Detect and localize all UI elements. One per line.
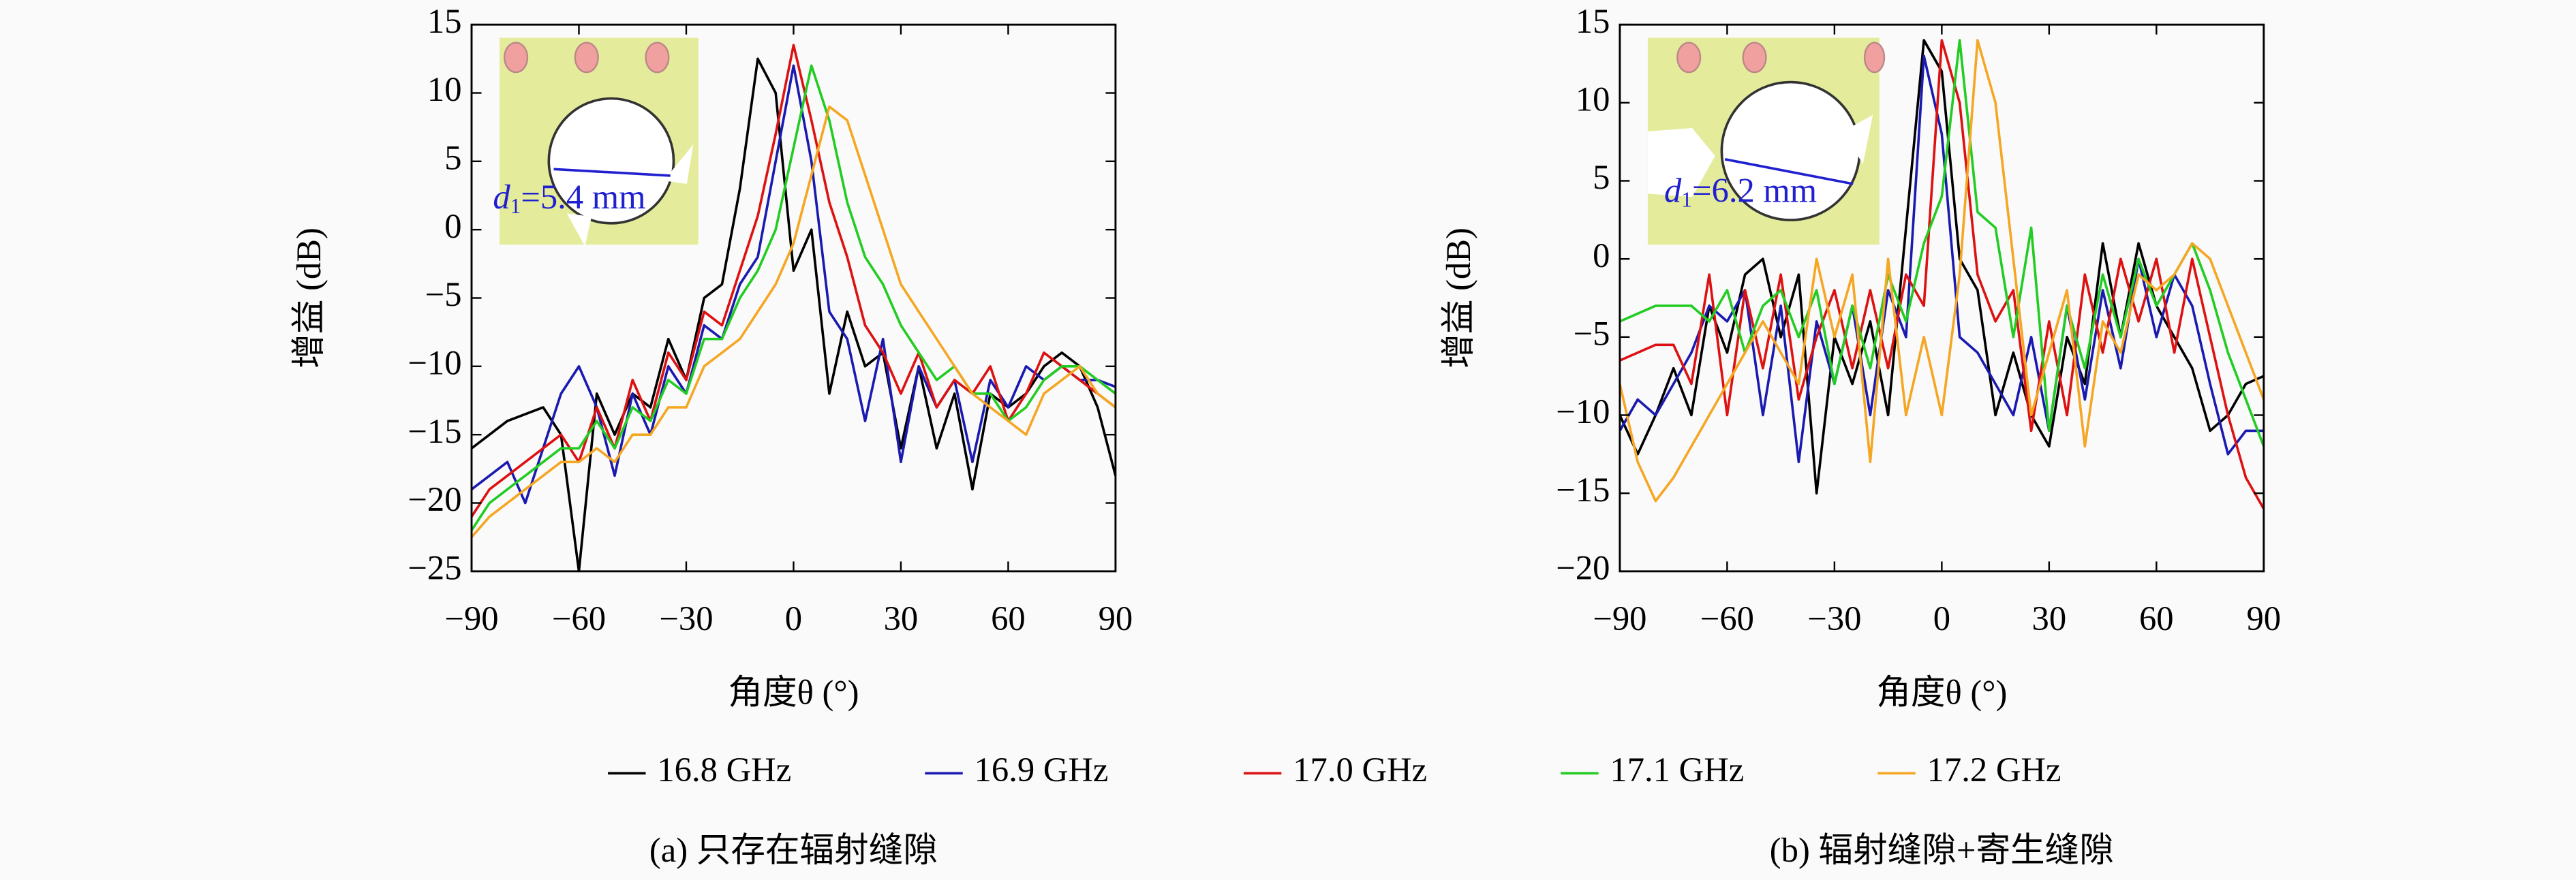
inset-label: d1=6.2 mm <box>1664 171 1817 212</box>
inset-label: d1=5.4 mm <box>493 178 645 219</box>
y-axis-label: 增益 (dB) <box>1439 227 1477 368</box>
x-tick-label: 90 <box>1099 599 1133 638</box>
x-tick-label: 60 <box>2139 599 2174 638</box>
plot-area <box>472 44 1116 571</box>
y-tick-label: −25 <box>408 548 461 586</box>
y-tick-label: −15 <box>408 412 461 450</box>
chart-title: (a) 只存在辐射缝隙 <box>649 831 938 869</box>
x-tick-label: 0 <box>1933 599 1950 638</box>
inset-symbol: d <box>493 178 510 216</box>
y-tick-label: 0 <box>444 207 461 245</box>
y-axis-label: 增益 (dB) <box>290 227 328 368</box>
y-tick-label: −10 <box>408 343 461 381</box>
x-axis-label: 角度θ (°) <box>1876 674 2007 712</box>
x-tick-label: −30 <box>1807 599 1861 638</box>
series-line <box>1619 39 2264 503</box>
legend-label: 16.9 GHz <box>975 751 1109 789</box>
inset-image <box>499 37 699 247</box>
inset-image <box>1647 37 1886 245</box>
x-tick-label: −90 <box>1593 599 1646 638</box>
y-tick-label: −5 <box>1574 314 1610 352</box>
series-line <box>472 64 1116 505</box>
x-tick-label: 90 <box>2247 599 2282 638</box>
x-tick-label: 30 <box>2032 599 2067 638</box>
y-tick-label: 15 <box>1576 2 1610 40</box>
x-tick-label: −30 <box>659 599 713 638</box>
y-tick-label: 10 <box>427 70 462 108</box>
y-tick-label: 5 <box>1593 158 1610 196</box>
inset-text: =6.2 mm <box>1692 171 1817 209</box>
inset-subscript: 1 <box>1681 188 1692 212</box>
x-tick-label: −60 <box>552 599 606 638</box>
plot-area <box>1619 39 2264 509</box>
y-tick-label: −10 <box>1556 392 1610 430</box>
series-line <box>1619 39 2264 509</box>
y-tick-label: −5 <box>425 275 462 313</box>
legend-label: 16.8 GHz <box>657 751 791 789</box>
x-tick-label: 30 <box>884 599 919 638</box>
series-line <box>1619 39 2264 447</box>
y-tick-label: −20 <box>1556 548 1610 586</box>
inset-symbol: d <box>1664 171 1682 209</box>
legend-label: 17.0 GHz <box>1293 751 1427 789</box>
x-tick-label: 0 <box>785 599 802 638</box>
y-tick-label: 15 <box>427 2 462 40</box>
inset-subscript: 1 <box>510 194 521 218</box>
y-tick-label: −15 <box>1556 471 1610 509</box>
chart-title: (b) 辐射缝隙+寄生缝隙 <box>1770 831 2114 869</box>
y-tick-label: −20 <box>408 480 461 518</box>
y-tick-label: 5 <box>444 138 461 176</box>
series-line <box>472 105 1116 538</box>
y-tick-label: 10 <box>1576 80 1610 118</box>
inset-text: =5.4 mm <box>521 178 645 216</box>
legend-label: 17.2 GHz <box>1927 751 2061 789</box>
y-tick-label: 0 <box>1593 236 1610 274</box>
legend-label: 17.1 GHz <box>1610 751 1744 789</box>
x-tick-label: −90 <box>444 599 498 638</box>
x-axis-label: 角度θ (°) <box>728 674 859 712</box>
series-line <box>1619 54 2264 464</box>
x-tick-label: −60 <box>1700 599 1754 638</box>
x-tick-label: 60 <box>991 599 1026 638</box>
